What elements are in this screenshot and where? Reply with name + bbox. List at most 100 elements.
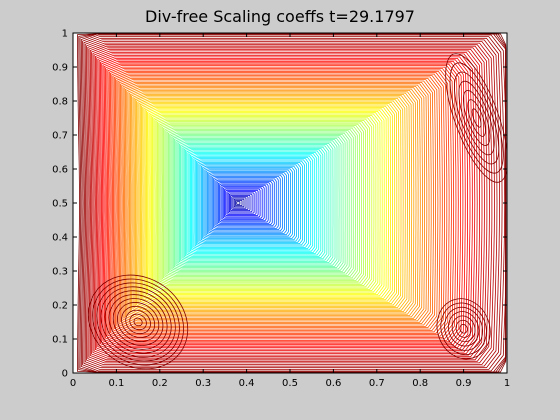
contour-line: [82, 34, 507, 372]
contour-line: [233, 198, 245, 208]
contour-line: [116, 75, 443, 331]
secondary-vortex-contour: [455, 319, 472, 338]
contour-line: [180, 142, 334, 264]
axis-ticks: 0 0.1 0.2 0.3 0.4 0.5 0.6 0.7 0.8 0.9 1 0 0.1 0.2 0.3 0…: [52, 29, 510, 390]
contour-line: [155, 117, 375, 289]
contour-line: [200, 164, 299, 242]
contour-line: [226, 191, 257, 215]
contour-line: [121, 80, 434, 326]
contour-line: [83, 36, 506, 370]
secondary-vortex-contour: [112, 298, 164, 346]
contour-line: [137, 98, 406, 309]
contour-line: [112, 70, 450, 336]
secondary-vortex-contour: [449, 62, 504, 174]
contour-line: [141, 101, 400, 305]
secondary-vortex-contour: [454, 71, 500, 165]
contour-line: [224, 188, 261, 218]
y-tick-label: 0.3: [52, 267, 68, 278]
contour-line: [192, 155, 314, 251]
contour-line: [182, 145, 330, 261]
contour-line: [77, 33, 507, 373]
chart-title: Div-free Scaling coeffs t=29.1797: [145, 7, 415, 26]
contour-line: [96, 52, 481, 355]
contour-line: [117, 76, 441, 330]
secondary-vortex-contour: [459, 324, 468, 334]
contour-line: [133, 94, 413, 313]
contour-line: [181, 144, 332, 262]
contour-line: [166, 128, 356, 278]
contour-line: [84, 37, 503, 369]
contour-line: [199, 163, 301, 243]
secondary-vortex-contour: [458, 80, 495, 156]
y-tick-label: 0.7: [52, 131, 68, 142]
contour-line: [134, 95, 410, 311]
contour-line: [213, 177, 279, 229]
contour-line: [161, 123, 365, 283]
contour-line: [136, 96, 408, 310]
contour-line: [221, 186, 265, 220]
contour-line: [228, 193, 253, 213]
contour-line: [187, 150, 322, 256]
x-tick-label: 0.3: [195, 378, 211, 389]
contour-line: [145, 107, 391, 299]
x-tick-label: 0.4: [239, 378, 255, 389]
contour-line: [101, 58, 471, 349]
secondary-vortex-contour: [121, 305, 156, 339]
contour-line: [186, 149, 324, 257]
x-tick-label: 0: [70, 378, 76, 389]
contour-line: [202, 165, 297, 241]
contour-line: [93, 48, 485, 358]
secondary-vortex-contour: [129, 313, 147, 331]
contour-line: [132, 92, 415, 314]
contour-line: [149, 111, 385, 296]
contour-line: [193, 156, 312, 250]
contour-line: [94, 50, 483, 356]
contour-line: [167, 130, 354, 276]
contour-line: [127, 87, 423, 319]
contour-line: [208, 172, 287, 234]
contour-line: [107, 65, 459, 341]
contour-line: [139, 100, 402, 306]
secondary-vortex-contour: [444, 306, 484, 351]
contour-line: [169, 131, 352, 275]
contour-line: [196, 159, 308, 247]
contour-line: [156, 118, 373, 288]
contour-line: [231, 196, 249, 210]
secondary-vortex-contour: [445, 53, 507, 183]
secondary-vortex-contour: [440, 302, 487, 355]
y-tick-label: 0.2: [52, 301, 68, 312]
secondary-vortex-contour: [125, 309, 151, 335]
contour-line: [150, 112, 383, 294]
contour-line: [216, 180, 273, 226]
contour-line: [178, 141, 336, 265]
contour-line: [165, 127, 358, 279]
contour-line: [210, 174, 283, 232]
y-tick-label: 0: [62, 369, 68, 380]
x-tick-label: 0.2: [152, 378, 168, 389]
y-tick-label: 0.8: [52, 97, 68, 108]
contour-line: [191, 154, 316, 252]
contour-line: [170, 132, 350, 274]
contour-line: [211, 175, 281, 231]
contour-line: [91, 45, 490, 361]
contour-line: [222, 187, 263, 219]
secondary-vortex-contour: [92, 278, 184, 366]
secondary-vortex-contour: [451, 315, 476, 343]
contour-line: [124, 84, 428, 322]
y-tick-label: 0.1: [52, 335, 68, 346]
contour-line: [164, 126, 360, 280]
y-tick-label: 0.4: [52, 233, 68, 244]
contour-line: [160, 122, 367, 284]
contour-line: [126, 86, 426, 321]
secondary-vortex-contour: [133, 317, 143, 327]
secondary-vortex-contour: [100, 286, 176, 358]
contour-line: [98, 55, 476, 352]
contour-line: [100, 56, 473, 350]
contour-line: [154, 116, 377, 290]
contour-line: [111, 69, 452, 337]
secondary-vortex-contour: [117, 302, 160, 342]
contour-line: [194, 158, 310, 248]
y-tick-label: 0.5: [52, 199, 68, 210]
